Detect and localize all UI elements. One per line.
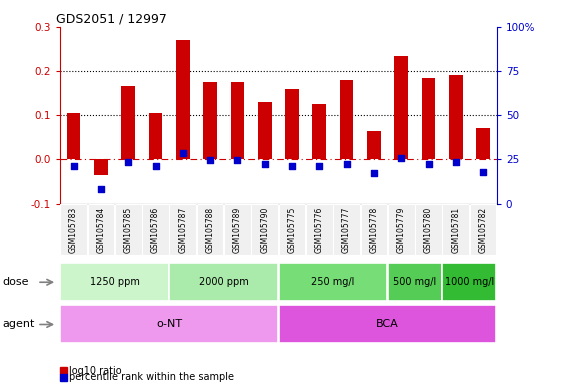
Point	[287, 162, 296, 169]
Point	[96, 185, 106, 192]
FancyBboxPatch shape	[224, 204, 251, 255]
Text: GSM105786: GSM105786	[151, 206, 160, 253]
Point	[397, 154, 406, 161]
Point	[124, 159, 133, 165]
Point	[260, 161, 270, 167]
FancyBboxPatch shape	[360, 204, 387, 255]
Text: GSM105776: GSM105776	[315, 206, 324, 253]
Text: BCA: BCA	[376, 319, 399, 329]
FancyBboxPatch shape	[115, 204, 142, 255]
Text: 1250 ppm: 1250 ppm	[90, 277, 139, 287]
Point	[369, 170, 379, 177]
Text: GSM105779: GSM105779	[397, 206, 406, 253]
FancyBboxPatch shape	[415, 204, 442, 255]
Text: 1000 mg/l: 1000 mg/l	[445, 277, 494, 287]
Text: GSM105777: GSM105777	[342, 206, 351, 253]
Text: GSM105790: GSM105790	[260, 206, 269, 253]
FancyBboxPatch shape	[388, 263, 442, 301]
Text: GSM105778: GSM105778	[369, 206, 379, 253]
FancyBboxPatch shape	[279, 263, 387, 301]
FancyBboxPatch shape	[443, 204, 469, 255]
Bar	[176, 40, 190, 159]
Bar	[67, 113, 81, 159]
FancyBboxPatch shape	[197, 204, 223, 255]
Bar	[422, 78, 435, 159]
Text: GSM105788: GSM105788	[206, 206, 215, 253]
Text: percentile rank within the sample: percentile rank within the sample	[69, 372, 234, 382]
Bar	[285, 89, 299, 159]
Point	[342, 161, 351, 167]
FancyBboxPatch shape	[443, 263, 497, 301]
Text: o-NT: o-NT	[156, 319, 182, 329]
Bar	[367, 131, 381, 159]
Text: GSM105775: GSM105775	[288, 206, 296, 253]
Text: 250 mg/l: 250 mg/l	[311, 277, 355, 287]
Point	[478, 169, 488, 175]
Point	[178, 150, 187, 156]
Bar	[258, 102, 272, 159]
Bar	[148, 113, 162, 159]
FancyBboxPatch shape	[279, 306, 497, 343]
Point	[151, 163, 160, 169]
Text: GDS2051 / 12997: GDS2051 / 12997	[55, 13, 167, 26]
FancyBboxPatch shape	[60, 306, 278, 343]
Bar	[395, 56, 408, 159]
Text: GSM105789: GSM105789	[233, 206, 242, 253]
Text: dose: dose	[3, 277, 29, 287]
Text: GSM105785: GSM105785	[124, 206, 132, 253]
Bar	[94, 159, 108, 175]
Bar	[449, 76, 463, 159]
Point	[233, 157, 242, 163]
Bar	[203, 82, 217, 159]
Bar	[340, 80, 353, 159]
FancyBboxPatch shape	[87, 204, 114, 255]
FancyBboxPatch shape	[306, 204, 333, 255]
Bar	[122, 86, 135, 159]
Point	[69, 162, 78, 169]
FancyBboxPatch shape	[388, 204, 415, 255]
Text: 2000 ppm: 2000 ppm	[199, 277, 248, 287]
FancyBboxPatch shape	[170, 263, 278, 301]
Point	[315, 162, 324, 169]
FancyBboxPatch shape	[170, 204, 196, 255]
Bar	[231, 82, 244, 159]
FancyBboxPatch shape	[142, 204, 169, 255]
Text: GSM105782: GSM105782	[478, 206, 488, 253]
Text: GSM105780: GSM105780	[424, 206, 433, 253]
Point	[451, 159, 460, 165]
FancyBboxPatch shape	[333, 204, 360, 255]
Point	[206, 157, 215, 163]
Text: log10 ratio: log10 ratio	[69, 366, 122, 376]
Text: GSM105781: GSM105781	[451, 206, 460, 253]
Text: GSM105784: GSM105784	[96, 206, 106, 253]
Text: 500 mg/l: 500 mg/l	[393, 277, 436, 287]
Point	[424, 161, 433, 167]
Bar	[476, 128, 490, 159]
Bar	[312, 104, 326, 159]
FancyBboxPatch shape	[470, 204, 497, 255]
Text: GSM105783: GSM105783	[69, 206, 78, 253]
Text: GSM105787: GSM105787	[178, 206, 187, 253]
Text: agent: agent	[3, 319, 35, 329]
FancyBboxPatch shape	[279, 204, 305, 255]
FancyBboxPatch shape	[60, 263, 169, 301]
FancyBboxPatch shape	[251, 204, 278, 255]
FancyBboxPatch shape	[60, 204, 87, 255]
